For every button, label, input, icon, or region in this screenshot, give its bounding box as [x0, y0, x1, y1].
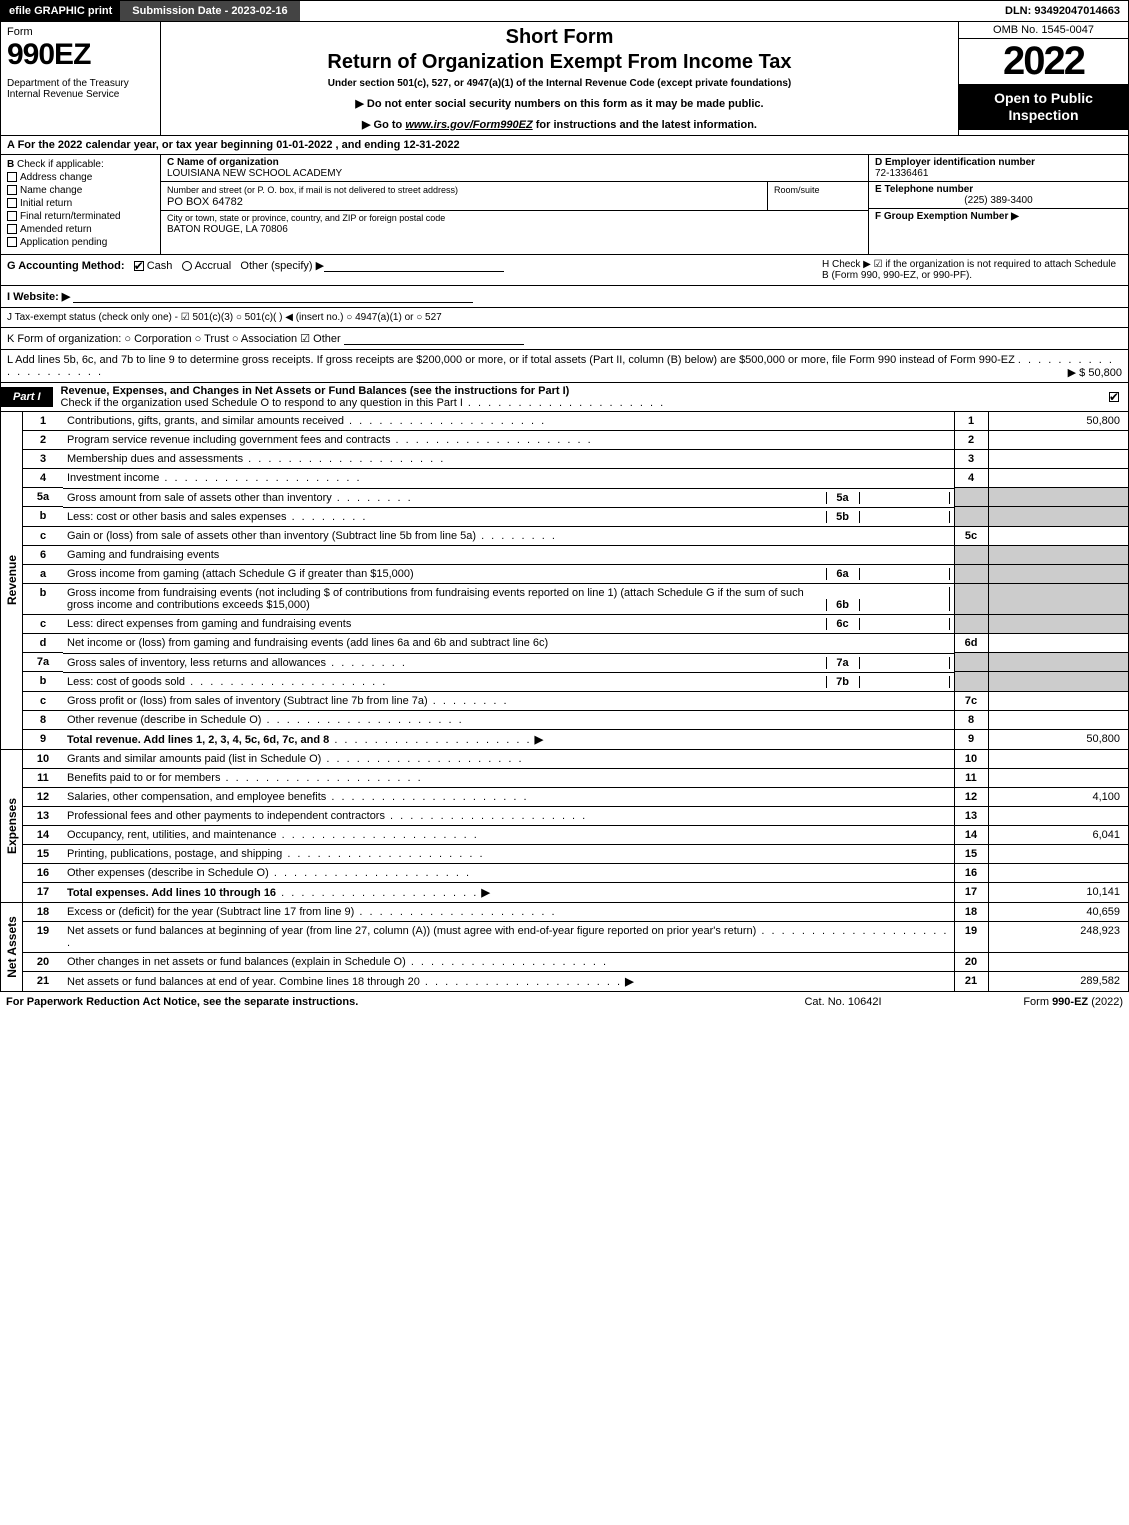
part-i-title: Revenue, Expenses, and Changes in Net As…	[61, 385, 570, 397]
c-name-label: C Name of organization	[167, 157, 279, 168]
form-header: Form 990EZ Department of the Treasury In…	[0, 22, 1129, 136]
chk-cash[interactable]	[134, 261, 144, 271]
line-1: 1Contributions, gifts, grants, and simil…	[23, 412, 1128, 431]
warning-link: ▶ Go to www.irs.gov/Form990EZ for instru…	[169, 118, 950, 131]
gross-receipts-value: ▶ $ 50,800	[1068, 366, 1122, 379]
line-18: 18Excess or (deficit) for the year (Subt…	[23, 903, 1128, 922]
line-17: 17Total expenses. Add lines 10 through 1…	[23, 882, 1128, 902]
col-d-ein: D Employer identification number 72-1336…	[868, 155, 1128, 254]
topbar: efile GRAPHIC print Submission Date - 20…	[0, 0, 1129, 22]
revenue-label: Revenue	[1, 412, 23, 749]
line-15: 15Printing, publications, postage, and s…	[23, 844, 1128, 863]
line-10: 10Grants and similar amounts paid (list …	[23, 750, 1128, 769]
efile-label: efile GRAPHIC print	[1, 1, 120, 21]
row-i-website: I Website: ▶	[0, 286, 1129, 308]
open-to-public: Open to Public Inspection	[959, 84, 1128, 130]
e-phone-label: E Telephone number	[875, 184, 973, 195]
line-12: 12Salaries, other compensation, and empl…	[23, 787, 1128, 806]
d-ein-label: D Employer identification number	[875, 157, 1035, 168]
f-group-label: F Group Exemption Number ▶	[875, 211, 1019, 222]
line-8: 8Other revenue (describe in Schedule O)8	[23, 710, 1128, 729]
expenses-section: Expenses 10Grants and similar amounts pa…	[0, 750, 1129, 903]
footer-notice: For Paperwork Reduction Act Notice, see …	[6, 996, 743, 1008]
chk-accrual[interactable]	[182, 261, 192, 271]
line-13: 13Professional fees and other payments t…	[23, 806, 1128, 825]
part-i-tag: Part I	[1, 387, 53, 407]
e-phone-value: (225) 389-3400	[875, 195, 1122, 206]
page-footer: For Paperwork Reduction Act Notice, see …	[0, 992, 1129, 1012]
part-i-sub: Check if the organization used Schedule …	[61, 397, 463, 409]
short-form: Short Form	[169, 26, 950, 49]
footer-formno: Form 990-EZ (2022)	[943, 996, 1123, 1008]
part-i-header: Part I Revenue, Expenses, and Changes in…	[0, 383, 1129, 412]
org-name: LOUISIANA NEW SCHOOL ACADEMY	[167, 168, 342, 179]
line-5c: cGain or (loss) from sale of assets othe…	[23, 526, 1128, 545]
line-14: 14Occupancy, rent, utilities, and mainte…	[23, 825, 1128, 844]
chk-name-change[interactable]: Name change	[7, 185, 154, 196]
line-19: 19Net assets or fund balances at beginni…	[23, 921, 1128, 952]
warning-ssn: ▶ Do not enter social security numbers o…	[169, 97, 950, 110]
net-assets-section: Net Assets 18Excess or (deficit) for the…	[0, 903, 1129, 992]
row-a-tax-year: A For the 2022 calendar year, or tax yea…	[0, 136, 1129, 155]
room-label: Room/suite	[774, 185, 820, 195]
d-ein-value: 72-1336461	[875, 168, 928, 179]
line-11: 11Benefits paid to or for members11	[23, 768, 1128, 787]
line-3: 3Membership dues and assessments3	[23, 450, 1128, 469]
line-6c: cLess: direct expenses from gaming and f…	[23, 614, 1128, 634]
line-7a: 7aGross sales of inventory, less returns…	[23, 653, 1128, 672]
col-c-nameaddr: C Name of organization LOUISIANA NEW SCH…	[161, 155, 868, 254]
net-assets-label: Net Assets	[1, 903, 23, 991]
city-label: City or town, state or province, country…	[167, 213, 445, 223]
line-5b: bLess: cost or other basis and sales exp…	[23, 507, 1128, 527]
omb-number: OMB No. 1545-0047	[959, 22, 1128, 39]
chk-amended-return[interactable]: Amended return	[7, 224, 154, 235]
expenses-label: Expenses	[1, 750, 23, 902]
department: Department of the Treasury Internal Reve…	[7, 78, 154, 100]
line-6b: bGross income from fundraising events (n…	[23, 583, 1128, 614]
line-7b: bLess: cost of goods sold7b	[23, 672, 1128, 692]
form-number: 990EZ	[7, 38, 154, 72]
line-16: 16Other expenses (describe in Schedule O…	[23, 863, 1128, 882]
line-21: 21Net assets or fund balances at end of …	[23, 971, 1128, 991]
col-b-checkboxes: B Check if applicable: Address change Na…	[1, 155, 161, 254]
chk-final-return[interactable]: Final return/terminated	[7, 211, 154, 222]
revenue-section: Revenue 1Contributions, gifts, grants, a…	[0, 412, 1129, 750]
line-2: 2Program service revenue including gover…	[23, 431, 1128, 450]
form-label: Form	[7, 26, 154, 38]
tax-year: 2022	[959, 39, 1128, 84]
line-6: 6Gaming and fundraising events	[23, 545, 1128, 564]
line-9: 9Total revenue. Add lines 1, 2, 3, 4, 5c…	[23, 729, 1128, 749]
footer-catno: Cat. No. 10642I	[743, 996, 943, 1008]
form-title: Return of Organization Exempt From Incom…	[169, 51, 950, 74]
line-4: 4Investment income4	[23, 469, 1128, 488]
addr-value: PO BOX 64782	[167, 196, 243, 208]
city-value: BATON ROUGE, LA 70806	[167, 224, 288, 235]
line-7c: cGross profit or (loss) from sales of in…	[23, 691, 1128, 710]
chk-address-change[interactable]: Address change	[7, 172, 154, 183]
line-6d: dNet income or (loss) from gaming and fu…	[23, 634, 1128, 653]
submission-date: Submission Date - 2023-02-16	[120, 1, 299, 21]
row-j-tax-exempt: J Tax-exempt status (check only one) - ☑…	[0, 308, 1129, 328]
chk-initial-return[interactable]: Initial return	[7, 198, 154, 209]
chk-schedule-o[interactable]	[1109, 392, 1119, 402]
row-l-gross-receipts: L Add lines 5b, 6c, and 7b to line 9 to …	[0, 350, 1129, 383]
line-5a: 5aGross amount from sale of assets other…	[23, 488, 1128, 507]
dln: DLN: 93492047014663	[997, 1, 1128, 21]
form-subtitle: Under section 501(c), 527, or 4947(a)(1)…	[169, 78, 950, 89]
chk-application-pending[interactable]: Application pending	[7, 237, 154, 248]
row-k-org-form: K Form of organization: ○ Corporation ○ …	[0, 328, 1129, 350]
addr-label: Number and street (or P. O. box, if mail…	[167, 185, 458, 195]
line-20: 20Other changes in net assets or fund ba…	[23, 952, 1128, 971]
row-h-scheduleb: H Check ▶ ☑ if the organization is not r…	[822, 259, 1122, 281]
row-g-accounting: G Accounting Method: Cash Accrual Other …	[0, 255, 1129, 286]
irs-link[interactable]: www.irs.gov/Form990EZ	[405, 119, 532, 131]
identity-block: B Check if applicable: Address change Na…	[0, 155, 1129, 255]
line-6a: aGross income from gaming (attach Schedu…	[23, 564, 1128, 583]
